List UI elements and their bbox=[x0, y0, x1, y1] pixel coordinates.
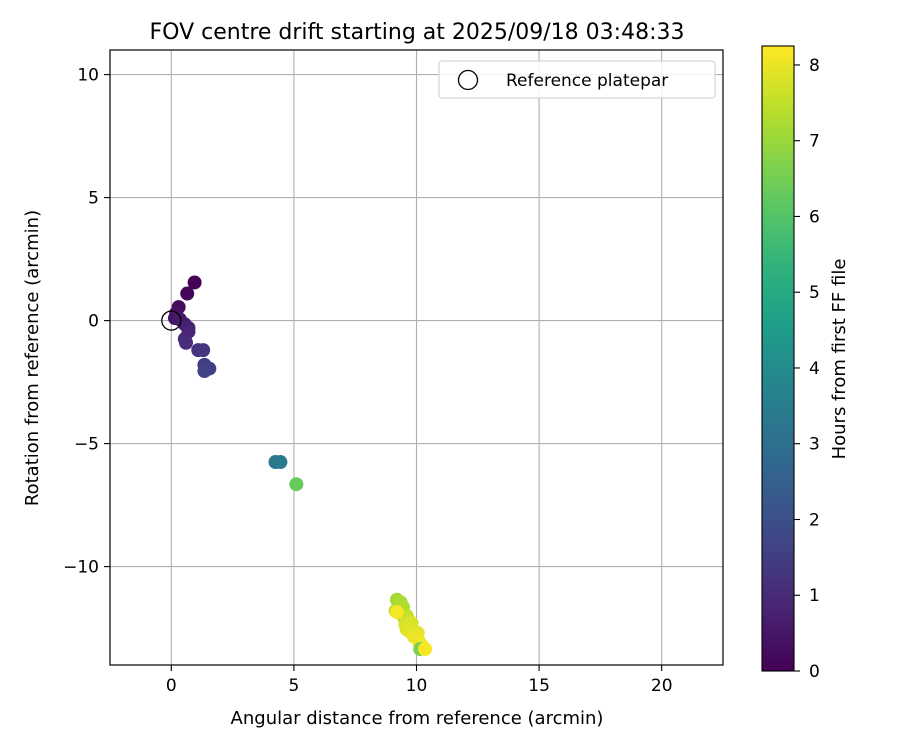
data-point bbox=[418, 642, 433, 657]
data-point bbox=[197, 364, 212, 379]
colorbar-label: Hours from first FF file bbox=[829, 259, 850, 460]
x-tick-label: 20 bbox=[651, 676, 673, 696]
colorbar-tick-label: 1 bbox=[809, 586, 820, 606]
y-tick-label: −5 bbox=[74, 435, 99, 455]
colorbar-tick-label: 3 bbox=[809, 435, 820, 455]
data-point bbox=[273, 455, 288, 470]
reference-marker-layer bbox=[161, 310, 182, 331]
x-tick-label: 0 bbox=[166, 676, 177, 696]
data-point bbox=[389, 605, 404, 620]
legend-label: Reference platepar bbox=[506, 71, 668, 91]
data-point bbox=[180, 286, 195, 301]
legend-reference-marker bbox=[457, 69, 479, 91]
x-axis-ticks: 0 5 10 15 20 bbox=[166, 665, 673, 696]
y-tick-label: 0 bbox=[88, 312, 99, 332]
legend: Reference platepar bbox=[438, 60, 716, 99]
y-tick-label: −10 bbox=[63, 558, 99, 578]
colorbar-ticks: 0 1 2 3 4 5 6 7 8 bbox=[794, 56, 820, 682]
x-tick-label: 15 bbox=[528, 676, 550, 696]
chart-title: FOV centre drift starting at 2025/09/18 … bbox=[150, 20, 685, 45]
colorbar-tick-label: 7 bbox=[809, 132, 820, 152]
y-axis-ticks: 10 5 0 −5 −10 bbox=[63, 66, 110, 578]
y-axis-label: Rotation from reference (arcmin) bbox=[22, 210, 43, 506]
x-axis-label: Angular distance from reference (arcmin) bbox=[231, 708, 604, 729]
grid bbox=[110, 50, 723, 665]
x-tick-label: 5 bbox=[288, 676, 299, 696]
y-tick-label: 5 bbox=[88, 189, 99, 209]
colorbar-tick-label: 6 bbox=[809, 207, 820, 227]
colorbar-tick-label: 2 bbox=[809, 510, 820, 530]
data-point bbox=[179, 335, 194, 350]
reference-platepar-marker bbox=[161, 310, 182, 331]
colorbar-tick-label: 8 bbox=[809, 56, 820, 76]
data-point bbox=[187, 275, 202, 290]
legend-box bbox=[438, 60, 716, 99]
colorbar-tick-label: 0 bbox=[809, 662, 820, 682]
x-tick-label: 10 bbox=[406, 676, 428, 696]
colorbar-tick-label: 5 bbox=[809, 283, 820, 303]
data-points bbox=[167, 275, 433, 657]
data-point bbox=[196, 343, 211, 358]
colorbar bbox=[762, 46, 794, 671]
colorbar-tick-label: 4 bbox=[809, 359, 820, 379]
data-point bbox=[289, 477, 304, 492]
colorbar-frame bbox=[761, 45, 795, 672]
y-tick-label: 10 bbox=[77, 66, 99, 86]
